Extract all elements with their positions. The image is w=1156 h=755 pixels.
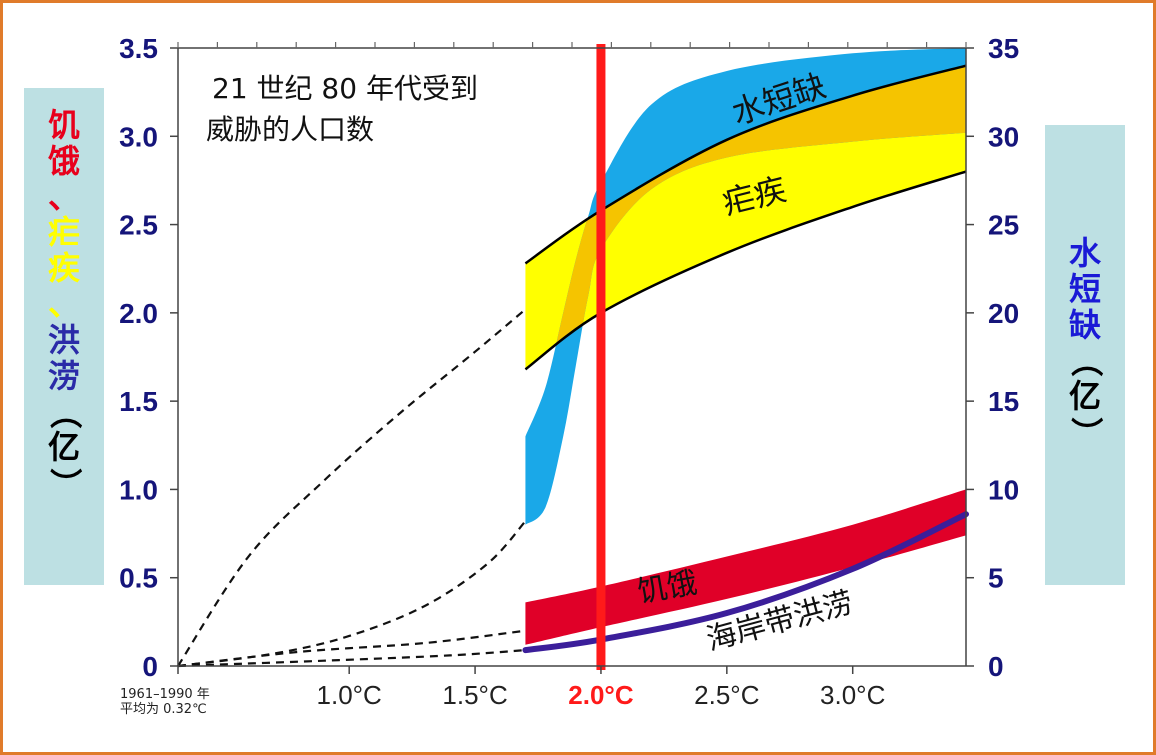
- left-axis-label-char: 、: [47, 177, 80, 216]
- right-tick-label: 5: [988, 563, 1004, 594]
- axes-layer: 0 0.5 1.0 1.5 2.0 2.5 3.0 3.5 0 5 10 15 20 25 30 35 1.0°…: [119, 33, 1019, 717]
- chart-title-line: 威胁的人口数: [206, 113, 374, 146]
- dashed-guide-line: [177, 520, 527, 668]
- left-axis-label-char: 、: [47, 285, 80, 324]
- left-axis-label-char: 疟: [47, 213, 80, 252]
- right-axis-label-char: 缺: [1068, 305, 1101, 344]
- left-axis-label-char: 涝: [47, 356, 80, 395]
- malaria-upper-edge: [524, 64, 967, 265]
- right-axis-label-char: 亿: [1068, 377, 1101, 416]
- left-axis-label-panel: [24, 88, 104, 585]
- right-tick-label: 35: [988, 33, 1019, 64]
- band-layer: [524, 48, 967, 645]
- left-axis-label-char: 洪: [47, 320, 80, 359]
- left-tick-label: 3.0: [119, 121, 158, 152]
- highlight-x-tick-label: 2.0°C: [568, 680, 634, 710]
- dashed-guides: [177, 308, 527, 668]
- x-tick-label: 3.0°C: [820, 680, 885, 710]
- left-axis-label-char: 亿: [47, 428, 80, 467]
- right-axis-label-char: 水: [1068, 234, 1101, 272]
- right-tick-label: 10: [988, 474, 1019, 505]
- left-axis-label-char: 饥: [47, 106, 80, 144]
- left-tick-label: 1.0: [119, 474, 158, 505]
- right-tick-label: 0: [988, 651, 1004, 682]
- right-axis-label: 水短缺（亿）: [1045, 234, 1125, 451]
- x-tick-label: 1.5°C: [442, 680, 507, 710]
- left-tick-label: 3.5: [119, 33, 158, 64]
- left-tick-label: 0.5: [119, 563, 158, 594]
- left-tick-label: 2.5: [119, 210, 158, 241]
- left-axis-label-char: 饿: [47, 141, 80, 180]
- chart-title-line: 21 世纪 80 年代受到: [212, 72, 478, 105]
- left-tick-label: 2.0: [119, 298, 158, 329]
- line-layer: [522, 511, 969, 654]
- right-axis-label-panel: [1045, 125, 1125, 585]
- right-axis-label-char: 短: [1068, 269, 1101, 308]
- left-tick-label: 0: [142, 651, 158, 682]
- x-origin-label: 平均为 0.32℃: [120, 702, 207, 717]
- water-shortage-band: [525, 48, 966, 525]
- left-axis-label-char: 疾: [47, 249, 80, 288]
- hunger-band: [525, 489, 966, 645]
- right-tick-label: 20: [988, 298, 1019, 329]
- left-tick-label: 1.5: [119, 386, 158, 417]
- dashed-guide-line: [177, 308, 527, 667]
- malaria-lower-edge: [524, 170, 967, 371]
- right-tick-label: 25: [988, 210, 1019, 241]
- x-tick-label: 1.0°C: [317, 680, 382, 710]
- right-tick-label: 30: [988, 121, 1019, 152]
- left-axis-label: 饥饿、疟疾、洪涝（亿）: [24, 106, 104, 502]
- right-tick-label: 15: [988, 386, 1019, 417]
- x-origin-label: 1961–1990 年: [120, 687, 210, 702]
- x-tick-label: 2.5°C: [694, 680, 759, 710]
- dashed-guide-line: [177, 649, 526, 668]
- coastal-flood-line: [522, 511, 969, 654]
